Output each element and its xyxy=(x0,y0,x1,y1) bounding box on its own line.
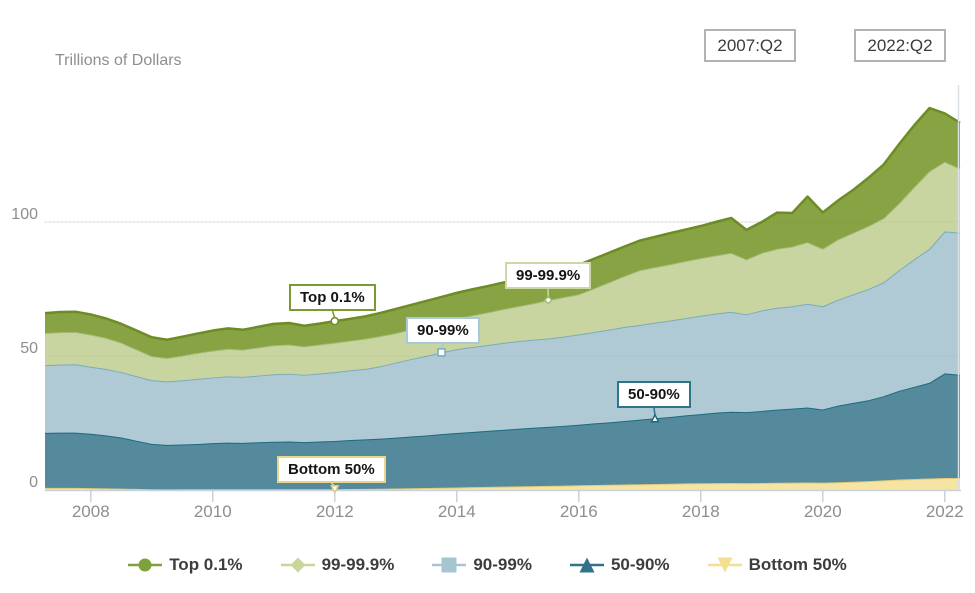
chart-legend: Top 0.1% 99-99.9% 90-99% 50-90% Bottom 50% xyxy=(0,555,975,575)
y-axis-label-100: 100 xyxy=(11,206,38,223)
x-axis-label-2014: 2014 xyxy=(437,502,476,521)
series-label-50-90-: 50-90% xyxy=(617,381,691,408)
y-axis-units-label: Trillions of Dollars xyxy=(55,52,182,69)
legend-item-top-0-1-[interactable]: Top 0.1% xyxy=(128,555,243,575)
series-label-top-0-1-: Top 0.1% xyxy=(289,284,376,311)
annotation-marker-circle xyxy=(330,316,339,326)
diamond-marker-icon xyxy=(280,557,315,573)
series-label-90-99-: 90-99% xyxy=(406,317,480,344)
circle-marker-icon xyxy=(128,558,163,572)
x-axis-label-2018: 2018 xyxy=(681,502,720,521)
legend-label: 90-99% xyxy=(473,555,532,574)
series-label-99-99-9-: 99-99.9% xyxy=(505,262,592,289)
y-axis-label-0: 0 xyxy=(29,474,38,491)
legend-item-99-99-9-[interactable]: 99-99.9% xyxy=(280,555,395,575)
area-top-0-1- xyxy=(45,108,960,359)
annotation-marker-diamond xyxy=(543,295,553,305)
x-axis-label-2010: 2010 xyxy=(193,502,232,521)
range-end-box[interactable]: 2022:Q2 xyxy=(854,29,946,62)
legend-item-50-90-[interactable]: 50-90% xyxy=(569,555,670,575)
legend-label: 99-99.9% xyxy=(321,555,395,574)
area-50-90- xyxy=(45,373,960,490)
series-label-bottom-50-: Bottom 50% xyxy=(277,456,386,483)
annotation-marker-triangle-down xyxy=(330,484,340,495)
legend-item-90-99-[interactable]: 90-99% xyxy=(432,555,532,575)
legend-label: 50-90% xyxy=(610,555,670,574)
x-axis-label-2020: 2020 xyxy=(803,502,842,521)
boundary-top-0-1- xyxy=(45,106,961,342)
x-axis-label-2008: 2008 xyxy=(71,502,110,521)
square-marker-icon xyxy=(432,557,467,573)
triangle-marker-icon xyxy=(569,557,604,573)
area-99-99-9- xyxy=(45,161,960,382)
annotation-marker-triangle xyxy=(650,413,660,423)
legend-label: Top 0.1% xyxy=(169,555,243,574)
y-axis-label-50: 50 xyxy=(20,340,38,357)
x-axis-label-2012: 2012 xyxy=(315,502,354,521)
range-start-box[interactable]: 2007:Q2 xyxy=(704,29,796,62)
x-axis-label-2022: 2022 xyxy=(925,502,964,521)
triangle-down-marker-icon xyxy=(707,557,742,573)
annotation-marker-square xyxy=(437,348,446,357)
area-90-99- xyxy=(45,231,960,445)
legend-label: Bottom 50% xyxy=(748,555,847,574)
area-bottom-50- xyxy=(45,477,960,490)
x-axis-label-2016: 2016 xyxy=(559,502,598,521)
legend-item-bottom-50-[interactable]: Bottom 50% xyxy=(707,555,847,575)
